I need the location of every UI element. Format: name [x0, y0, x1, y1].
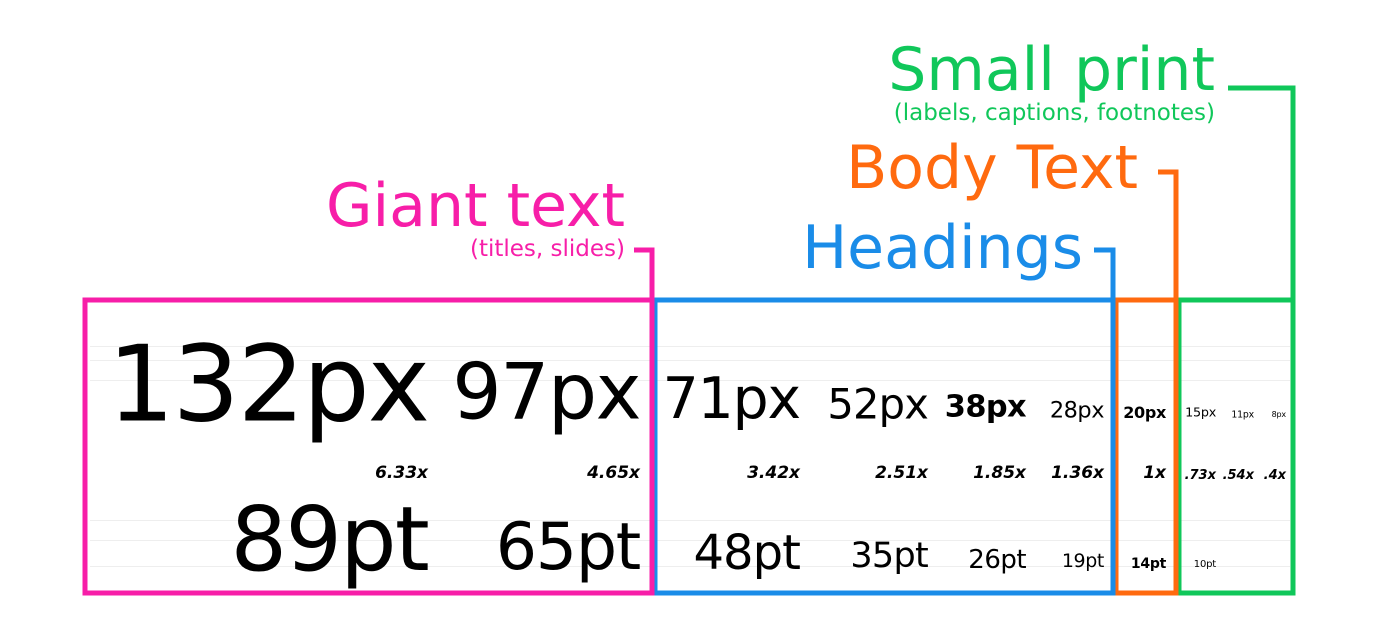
- size-ratio-label: .4x: [1263, 468, 1286, 483]
- guide-line: [90, 360, 1290, 361]
- size-ratio-label: 6.33x: [375, 463, 428, 483]
- headings-title-block: Headings: [802, 218, 1083, 278]
- small-print-title-block: Small print (labels, captions, footnotes…: [888, 40, 1215, 125]
- body-text-title-block: Body Text: [846, 138, 1138, 198]
- size-px-label: 11px: [1231, 409, 1254, 421]
- guide-line: [90, 346, 1290, 347]
- small-print-subtitle: (labels, captions, footnotes): [893, 100, 1215, 126]
- size-ratio-label: .73x: [1184, 468, 1216, 483]
- guide-line: [90, 520, 1290, 521]
- size-ratio-label: .54x: [1222, 468, 1254, 483]
- size-px-label: 28px: [1049, 397, 1105, 424]
- small-print-title: Small print: [888, 35, 1215, 105]
- size-px-label: 71px: [662, 366, 802, 433]
- size-px-label: 132px: [107, 322, 430, 446]
- size-pt-label: 35pt: [850, 536, 928, 577]
- giant-text-title-block: Giant text (titles, slides): [326, 176, 625, 261]
- size-pt-label: 65pt: [495, 509, 642, 585]
- small-print-bracket: [1176, 85, 1296, 596]
- guide-line: [90, 566, 1290, 567]
- headings-title: Headings: [802, 213, 1083, 283]
- size-ratio-label: 2.51x: [875, 463, 928, 483]
- size-px-label: 38px: [944, 390, 1027, 426]
- size-px-label: 52px: [827, 379, 928, 429]
- size-pt-label: 89pt: [230, 487, 429, 592]
- size-ratio-label: 4.65x: [587, 463, 640, 483]
- giant-text-subtitle: (titles, slides): [469, 236, 625, 262]
- size-px-label: 97px: [452, 347, 641, 438]
- size-pt-label: 10pt: [1193, 558, 1216, 570]
- size-ratio-label: 3.42x: [747, 463, 800, 483]
- headings-bracket: [652, 247, 1116, 596]
- guide-line: [90, 380, 1290, 381]
- size-pt-label: 14pt: [1130, 555, 1166, 572]
- body-text-title: Body Text: [846, 133, 1138, 203]
- size-px-label: 20px: [1123, 402, 1166, 422]
- size-pt-label: 48pt: [693, 524, 800, 581]
- body-text-bracket: [1113, 169, 1179, 596]
- guide-line: [90, 540, 1290, 541]
- giant-text-bracket: [82, 247, 655, 596]
- size-px-label: 15px: [1185, 405, 1216, 421]
- size-pt-label: 26pt: [968, 544, 1026, 575]
- size-pt-label: 19pt: [1061, 550, 1105, 573]
- giant-text-title: Giant text: [326, 171, 625, 241]
- size-ratio-label: 1.36x: [1051, 463, 1104, 483]
- size-px-label: 8px: [1271, 410, 1287, 420]
- size-ratio-label: 1x: [1143, 463, 1166, 483]
- size-ratio-label: 1.85x: [973, 463, 1026, 483]
